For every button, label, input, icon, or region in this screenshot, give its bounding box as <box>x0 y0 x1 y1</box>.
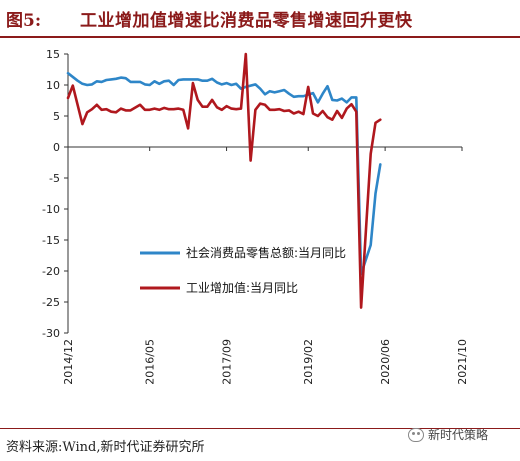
x-tick-label: 2014/12 <box>62 339 75 385</box>
y-tick-label: -10 <box>42 203 60 216</box>
series-line-industrial-output <box>66 52 382 309</box>
figure-title: 工业增加值增速比消费品零售增速回升更快 <box>80 11 413 31</box>
watermark: 新时代策略 <box>408 426 488 443</box>
x-tick-label: 2016/05 <box>144 339 157 385</box>
y-tick-label: -25 <box>42 296 60 309</box>
series-line-retail-sales <box>66 71 382 276</box>
y-tick-label: 10 <box>46 79 60 92</box>
x-tick-label: 2021/10 <box>456 339 469 385</box>
x-tick-label: 2019/02 <box>302 339 315 385</box>
y-tick-label: -5 <box>49 172 60 185</box>
footer-divider <box>0 428 520 429</box>
y-tick-label: 5 <box>53 110 60 123</box>
chart-series <box>66 52 382 309</box>
watermark-text: 新时代策略 <box>428 428 489 442</box>
x-tick-label: 2020/06 <box>379 339 392 385</box>
y-tick-label: -30 <box>42 327 60 340</box>
y-tick-label: 0 <box>53 141 60 154</box>
y-tick-label: 15 <box>46 48 60 61</box>
figure-header: 图5: 工业增加值增速比消费品零售增速回升更快 <box>0 0 520 38</box>
wechat-icon <box>408 427 424 442</box>
figure-number: 图5: <box>6 11 42 31</box>
source-note: 资料来源:Wind,新时代证券研究所 <box>6 440 205 455</box>
y-tick-label: -20 <box>42 265 60 278</box>
legend-label: 社会消费品零售总额:当月同比 <box>186 245 346 260</box>
legend-label: 工业增加值:当月同比 <box>186 280 298 295</box>
y-tick-label: -15 <box>42 234 60 247</box>
x-tick-label: 2017/09 <box>221 339 234 385</box>
